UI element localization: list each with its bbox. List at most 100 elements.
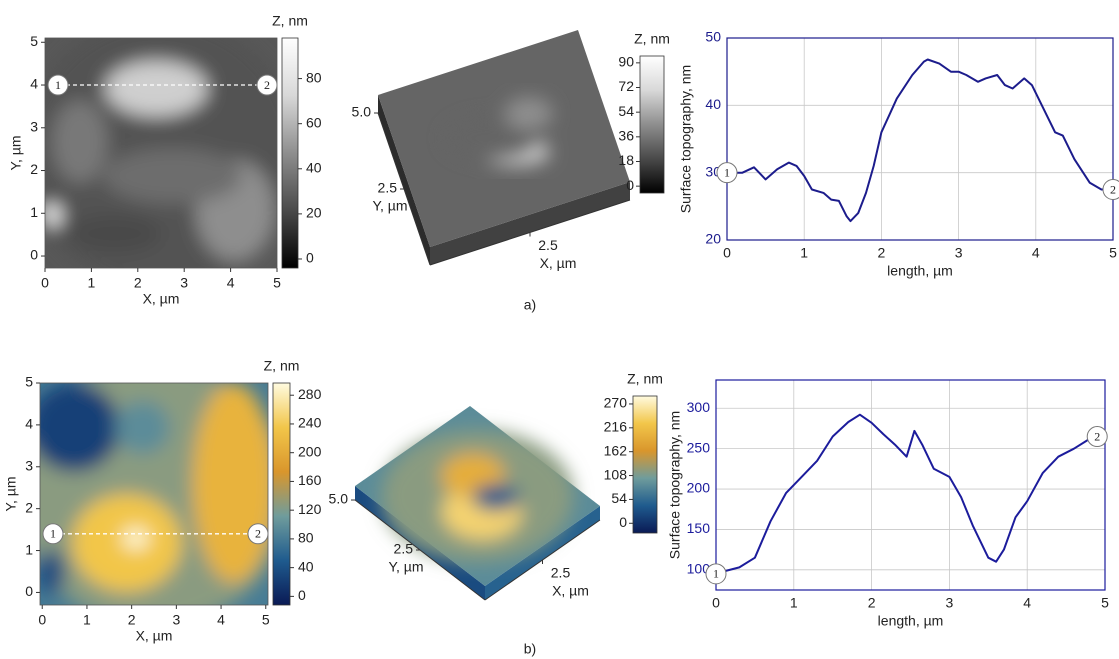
marker — [247, 523, 269, 545]
marker — [47, 74, 69, 96]
colorbar-tick-label: 216 — [604, 419, 628, 435]
map-feature — [40, 383, 120, 472]
y-tick-label: 0 — [25, 583, 33, 599]
marker — [705, 563, 727, 585]
y-tick-label: 250 — [687, 439, 711, 455]
colorbar-tick-label: 0 — [298, 587, 306, 603]
x-tick-label: 2 — [878, 245, 886, 261]
y-tick-label: 20 — [705, 231, 721, 247]
surface-texture — [381, 430, 574, 562]
colorbar-tick-label: 160 — [298, 472, 322, 488]
y-axis-label: Surface topography, nm — [667, 411, 683, 559]
y-tick-label: 2 — [25, 499, 33, 515]
colorbar-label: Z, nm — [634, 31, 670, 47]
colorbar-label: Z, nm — [264, 358, 300, 374]
colorbar-tick-label: 80 — [298, 530, 314, 546]
colorbar-tick-label: 72 — [618, 78, 634, 94]
marker — [256, 74, 278, 96]
colorbar-tick-label: 280 — [298, 386, 322, 402]
map-feature — [122, 527, 150, 550]
colorbar-tick-label: 80 — [306, 69, 322, 85]
x-tick-label: 1 — [88, 275, 96, 291]
x-tick-label: 3 — [946, 595, 954, 611]
profile-curve — [715, 413, 1098, 575]
map-feature — [68, 215, 161, 252]
x-tick-label: 1 — [790, 595, 798, 611]
surface-side — [430, 182, 630, 265]
y-axis-label: Y, µm — [388, 559, 423, 575]
x-tick-label: 3 — [180, 275, 188, 291]
y-tick-label: 2 — [30, 161, 38, 177]
y-tick-label: 4 — [30, 76, 38, 92]
y-tick-label: 3 — [25, 457, 33, 473]
colorbar-tick-label: 162 — [604, 442, 628, 458]
x-tick-label: 0 — [38, 612, 46, 628]
map-feature — [105, 61, 208, 117]
y-axis-label: Y, µm — [372, 198, 407, 214]
map-feature — [103, 148, 243, 204]
x-tick-label: 0 — [723, 245, 731, 261]
map-frame — [39, 382, 269, 606]
colorbar-tick-label: 200 — [298, 443, 322, 459]
x-tick-label: 5 — [273, 275, 281, 291]
plot-frame — [715, 379, 1106, 591]
y-tick-label: 5 — [25, 374, 33, 390]
colorbar-tick-label: 54 — [618, 103, 634, 119]
x-tick-label: 2 — [134, 275, 142, 291]
plot-frame — [726, 37, 1114, 241]
y-tick-label: 300 — [687, 399, 711, 415]
map-feature — [45, 203, 62, 227]
colorbar-tick-label: 40 — [306, 159, 322, 175]
y-tick-label: 200 — [687, 480, 711, 496]
y-tick-label: 1 — [30, 204, 38, 220]
x-tick-label: 4 — [227, 275, 235, 291]
colorbar-tick-label: 40 — [298, 558, 314, 574]
y-tick-label: 2.5 — [394, 541, 414, 557]
marker-label: 1 — [50, 527, 56, 541]
x-tick-label: 4 — [1023, 595, 1031, 611]
y-tick-label: 5 — [30, 33, 38, 49]
colorbar-tick-label: 54 — [611, 490, 627, 506]
x-axis-label: X, µm — [552, 583, 589, 599]
colorbar-label: Z, nm — [627, 371, 663, 387]
y-tick-label: 40 — [705, 96, 721, 112]
surface-texture — [444, 97, 553, 166]
y-axis-label: Y, µm — [3, 476, 19, 511]
x-tick-label: 0 — [712, 595, 720, 611]
marker — [42, 523, 64, 545]
x-tick-label: 4 — [217, 612, 225, 628]
x-tick-label: 2 — [128, 612, 136, 628]
x-tick-label: 2 — [868, 595, 876, 611]
y-tick-label: 3 — [30, 118, 38, 134]
y-tick-label: 5.0 — [352, 104, 372, 120]
colorbar-tick-label: 60 — [306, 114, 322, 130]
y-axis-label: Surface topography, nm — [678, 65, 694, 213]
colorbar-tick-label: 0 — [619, 514, 627, 530]
colorbar — [632, 395, 658, 534]
map-feature — [115, 400, 170, 455]
x-axis-label: X, µm — [136, 628, 173, 644]
marker-label: 2 — [1110, 182, 1116, 196]
map-feature — [192, 383, 268, 583]
y-axis-label: Y, µm — [8, 135, 24, 170]
map-texture — [40, 383, 268, 605]
x-tick-label: 5 — [262, 612, 270, 628]
x-tick-label: 1 — [800, 245, 808, 261]
colorbar-label: Z, nm — [272, 13, 308, 29]
marker-label: 1 — [55, 78, 61, 92]
map-image — [45, 38, 277, 268]
y-tick-label: 0 — [30, 247, 38, 263]
colorbar-tick-label: 240 — [298, 415, 322, 431]
y-tick-label: 4 — [25, 416, 33, 432]
colorbar — [639, 55, 665, 194]
x-tick-label: 2.5 — [551, 565, 571, 581]
colorbar-tick-label: 0 — [306, 250, 314, 266]
y-tick-label: 5.0 — [329, 491, 349, 507]
marker-label: 2 — [264, 78, 270, 92]
colorbar-tick-label: 90 — [618, 54, 634, 70]
x-tick-label: 3 — [955, 245, 963, 261]
map-frame — [44, 37, 278, 269]
x-tick-label: 0 — [41, 275, 49, 291]
colorbar-tick-label: 20 — [306, 205, 322, 221]
profile-curve — [727, 58, 1113, 223]
